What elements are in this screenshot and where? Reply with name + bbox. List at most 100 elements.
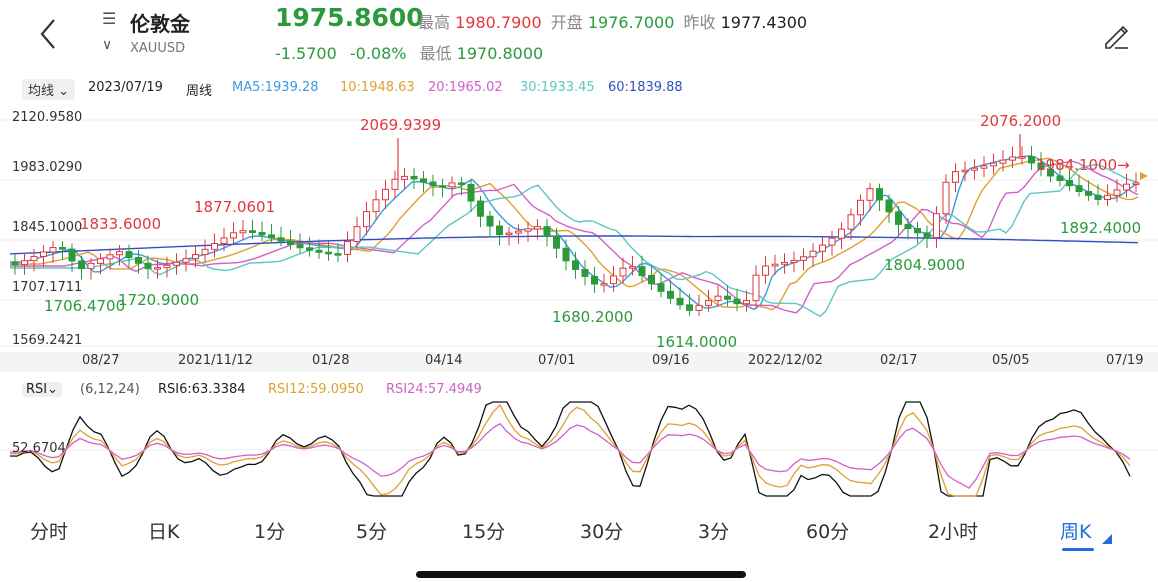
candle-body [990, 162, 997, 167]
tab-30min[interactable]: 30分 [580, 521, 624, 543]
prev-close-label: 昨收 [683, 13, 716, 32]
candle-body [477, 200, 484, 217]
candle-body [163, 264, 171, 269]
candle-body [648, 274, 655, 285]
candle-body [999, 159, 1007, 164]
candle-body [458, 182, 465, 185]
candle-body [572, 260, 579, 270]
candle-body [391, 178, 399, 190]
tab-timeshare[interactable]: 分时 [30, 521, 69, 543]
candle-body [743, 300, 750, 305]
candle-body [657, 283, 665, 292]
annotation-high: 2076.2000 [980, 112, 1062, 130]
candle-body [581, 268, 589, 277]
annotation-high: 2069.9399 [360, 116, 442, 134]
date-label: 2022/12/02 [748, 353, 823, 368]
candle-body [1066, 180, 1073, 187]
open-label: 开盘 [550, 13, 583, 32]
candle-body [344, 241, 351, 255]
candle-body [258, 231, 266, 236]
candle-body [724, 295, 731, 300]
moving-average-line [10, 163, 1139, 318]
candle-body [1037, 162, 1045, 170]
candle-body [277, 237, 285, 242]
instrument-name[interactable]: 伦敦金 [130, 12, 190, 36]
annotation-low: 1706.4700 [44, 297, 126, 315]
menu-icon[interactable]: ☰ [102, 9, 117, 28]
candle-body [895, 211, 902, 225]
candle-body [914, 228, 921, 234]
chevron-left-icon [40, 19, 55, 49]
annotation-low: 1614.0000 [656, 333, 738, 351]
rsi-y-label: 52.6704 [12, 441, 66, 456]
open-value: 1976.7000 [587, 13, 675, 32]
candle-body [762, 265, 769, 276]
candle-body [59, 247, 66, 250]
candle-body [401, 175, 408, 180]
low-value: 1970.8000 [456, 44, 544, 63]
chart-date: 2023/07/19 [88, 80, 163, 95]
candle-body [496, 225, 503, 236]
candlestick-chart[interactable] [0, 100, 1158, 352]
candle-body [923, 232, 931, 239]
candle-body [87, 262, 95, 270]
candle-body [287, 240, 294, 246]
rsi6-value: RSI6:63.3384 [158, 382, 246, 397]
rsi-selector[interactable]: RSI⌄ [22, 382, 63, 397]
candle-body [230, 232, 237, 239]
candle-body [904, 223, 912, 230]
candle-body [1047, 168, 1054, 177]
tab-weekly-k[interactable]: 周K [1060, 521, 1092, 543]
ma30-value: 30:1933.45 [520, 80, 595, 95]
candle-body [49, 247, 57, 253]
tab-5min[interactable]: 5分 [356, 521, 388, 543]
candle-body [439, 185, 446, 188]
ma10-value: 10:1948.63 [340, 80, 415, 95]
annotation-low: 1804.9000 [884, 256, 966, 274]
tab-1min[interactable]: 1分 [254, 521, 286, 543]
tab-60min[interactable]: 60分 [806, 521, 850, 543]
ma20-value: 20:1965.02 [428, 80, 503, 95]
tab-daily-k[interactable]: 日K [148, 521, 180, 543]
candle-body [11, 261, 19, 266]
rsi-chart[interactable] [0, 400, 1158, 500]
candle-body [562, 247, 570, 262]
annotation-low: 1680.2000 [552, 308, 634, 326]
candle-body [125, 251, 133, 258]
candle-body [1085, 190, 1092, 196]
candle-body [800, 256, 807, 261]
candle-body [980, 165, 988, 169]
chevron-down-icon: ⌄ [47, 382, 59, 397]
indicator-selector[interactable]: 均线 ⌄ [22, 79, 76, 100]
edit-button[interactable] [1100, 20, 1132, 52]
candle-body [154, 267, 161, 270]
candle-body [182, 258, 190, 263]
moving-average-line [9, 235, 1139, 255]
candle-body [429, 181, 437, 187]
candle-body [866, 188, 874, 201]
chevron-down-icon[interactable]: ∨ [102, 37, 113, 53]
candle-body [752, 274, 760, 302]
candle-body [192, 254, 199, 260]
candle-body [543, 226, 551, 237]
date-label: 07/19 [1106, 353, 1144, 368]
y-axis-label-4: 1707.1711 [12, 280, 83, 295]
tab-15min[interactable]: 15分 [462, 521, 506, 543]
change-pct: -0.08% [349, 44, 407, 63]
candle-body [695, 304, 703, 311]
candle-body [847, 214, 855, 230]
candle-body [1123, 183, 1130, 191]
pencil-icon [1105, 25, 1129, 49]
candle-body [933, 213, 940, 239]
tab-3min[interactable]: 3分 [698, 521, 730, 543]
back-button[interactable] [30, 14, 66, 54]
date-axis [0, 352, 1158, 372]
instrument-symbol: XAUUSD [130, 41, 186, 56]
candle-body [819, 244, 826, 252]
candle-body [486, 215, 494, 227]
annotation-low: 1892.4000 [1060, 219, 1142, 237]
candle-body [838, 228, 845, 239]
high-row: 最高 1980.7900 开盘 1976.7000 昨收 1977.4300 [418, 9, 807, 33]
candle-body [220, 237, 228, 244]
tab-2hour[interactable]: 2小时 [928, 521, 979, 543]
